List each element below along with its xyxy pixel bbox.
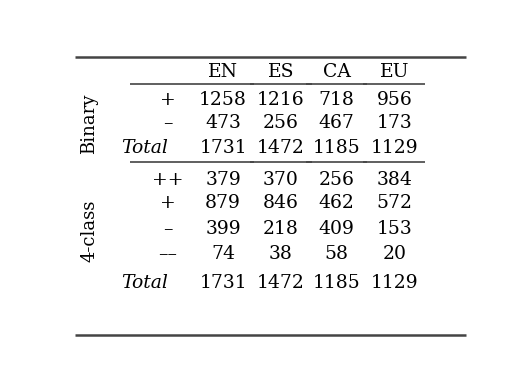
Text: 572: 572 [376,194,412,212]
Text: 956: 956 [377,91,412,109]
Text: –: – [163,220,172,238]
Text: 1129: 1129 [370,274,418,291]
Text: 1216: 1216 [257,91,305,109]
Text: 1472: 1472 [257,274,305,291]
Text: EN: EN [208,63,238,81]
Text: CA: CA [322,63,351,81]
Text: 4-class: 4-class [80,200,98,262]
Text: Total: Total [121,274,168,291]
Text: 370: 370 [263,170,299,189]
Text: 846: 846 [263,194,299,212]
Text: 1731: 1731 [200,274,247,291]
Text: 462: 462 [319,194,354,212]
Text: 256: 256 [319,170,354,189]
Text: 718: 718 [319,91,354,109]
Text: 1185: 1185 [313,139,361,157]
Text: 467: 467 [319,114,354,132]
Text: +: + [160,91,176,109]
Text: 153: 153 [377,220,412,238]
Text: 20: 20 [383,245,406,263]
Text: 173: 173 [377,114,412,132]
Text: +: + [160,194,176,212]
Text: ––: –– [158,245,177,263]
Text: 218: 218 [263,220,299,238]
Text: 409: 409 [319,220,354,238]
Text: 379: 379 [205,170,241,189]
Text: ES: ES [268,63,294,81]
Text: 1129: 1129 [370,139,418,157]
Text: 1731: 1731 [200,139,247,157]
Text: 879: 879 [205,194,241,212]
Text: 473: 473 [205,114,241,132]
Text: 38: 38 [269,245,293,263]
Text: –: – [163,114,172,132]
Text: 58: 58 [325,245,348,263]
Text: EU: EU [379,63,409,81]
Text: ++: ++ [152,170,183,189]
Text: 74: 74 [211,245,235,263]
Text: 1258: 1258 [200,91,247,109]
Text: Binary: Binary [80,94,98,154]
Text: 1185: 1185 [313,274,361,291]
Text: 1472: 1472 [257,139,305,157]
Text: 256: 256 [263,114,299,132]
Text: 399: 399 [205,220,241,238]
Text: Total: Total [121,139,168,157]
Text: 384: 384 [376,170,412,189]
